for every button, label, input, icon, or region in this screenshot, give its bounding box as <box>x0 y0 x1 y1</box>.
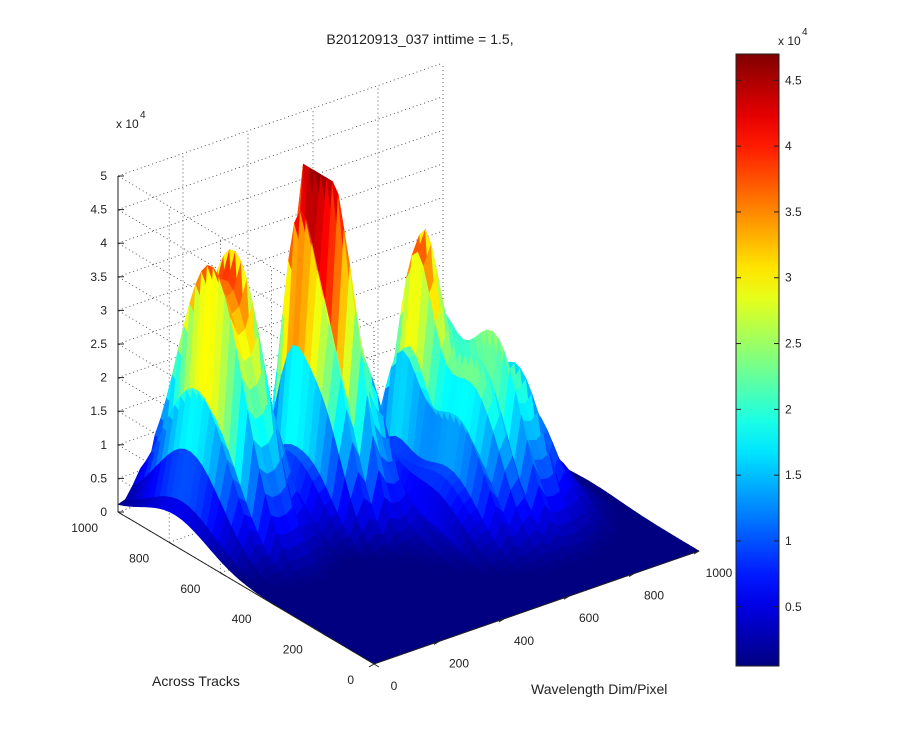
x-axis-ticks: 0 200 400 600 800 1000 <box>368 550 733 693</box>
colorbar-tick-label: 1.5 <box>785 468 802 482</box>
x-tick-label: 400 <box>514 634 534 648</box>
y-tick-label: 600 <box>180 582 200 596</box>
z-tick-label: 1.5 <box>90 404 107 418</box>
y-tick-label: 800 <box>129 551 149 565</box>
z-axis-ticks: 0 0.5 1 1.5 2 2.5 3 3.5 4 4.5 5 <box>90 169 124 519</box>
colorbar-gradient <box>735 53 780 667</box>
z-tick-label: 3 <box>100 303 107 317</box>
z-tick-label: 4 <box>100 236 107 250</box>
z-tick-label: 0 <box>100 505 107 519</box>
colorbar-exponent: 4 <box>802 27 808 38</box>
z-tick-label: 4.5 <box>90 203 107 217</box>
colorbar-multiplier: x 10 <box>778 34 801 48</box>
y-tick-label: 200 <box>283 643 303 657</box>
colorbar-tick-label: 1 <box>785 534 792 548</box>
y-tick-label: 400 <box>232 612 252 626</box>
chart-title: B20120913_037 inttime = 1.5, <box>326 31 513 47</box>
y-axis-ticks: 0 200 400 600 800 1000 <box>71 511 380 687</box>
colorbar-tick-label: 2.5 <box>785 337 802 351</box>
colorbar-tick-label: 2 <box>785 402 792 416</box>
z-exponent: 4 <box>140 110 146 121</box>
z-tick-label: 2.5 <box>90 337 107 351</box>
colorbar-tick-label: 3 <box>785 271 792 285</box>
z-tick-label: 1 <box>100 438 107 452</box>
x-axis-label: Wavelength Dim/Pixel <box>531 681 667 697</box>
z-tick-label: 0.5 <box>90 471 107 485</box>
x-tick-label: 800 <box>644 589 664 603</box>
x-tick-label: 1000 <box>706 566 733 580</box>
x-tick-label: 0 <box>391 679 398 693</box>
colorbar: 0.5 1 1.5 2 2.5 3 3.5 4 4.5 <box>735 53 802 667</box>
colorbar-tick-label: 3.5 <box>785 205 802 219</box>
z-tick-label: 2 <box>100 371 107 385</box>
y-axis-label: Across Tracks <box>152 673 240 689</box>
x-tick-label: 200 <box>449 656 469 670</box>
surface-mesh <box>117 163 700 665</box>
colorbar-tick-label: 4.5 <box>785 73 802 87</box>
z-multiplier: x 10 <box>116 117 139 131</box>
y-tick-label: 1000 <box>71 521 98 535</box>
colorbar-tick-label: 4 <box>785 139 792 153</box>
x-tick-label: 600 <box>579 611 599 625</box>
z-tick-label: 5 <box>100 169 107 183</box>
colorbar-tick-label: 0.5 <box>785 600 802 614</box>
z-tick-label: 3.5 <box>90 270 107 284</box>
y-tick-label: 0 <box>347 673 354 687</box>
